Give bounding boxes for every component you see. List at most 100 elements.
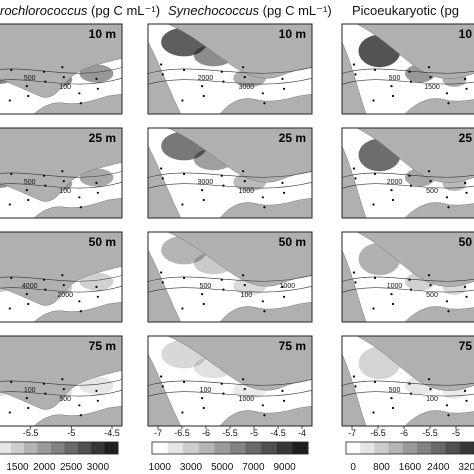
land-mass	[356, 232, 474, 287]
station-dot	[281, 77, 284, 80]
title-synechococcus-italic: Synechococcus	[168, 3, 260, 18]
depth-label: 25 m	[459, 131, 474, 145]
colorbar-segment	[230, 442, 247, 454]
station-dot	[220, 174, 223, 177]
station-dot	[465, 191, 468, 194]
colorbar-segment	[417, 442, 432, 454]
station-dot	[201, 189, 204, 192]
colorbar-segment	[214, 442, 231, 454]
station-dot	[261, 196, 264, 199]
station-dot	[373, 68, 377, 71]
station-dot	[161, 385, 164, 388]
station-dot	[61, 66, 64, 69]
contour-label: 500	[200, 283, 212, 290]
station-dot	[390, 189, 393, 192]
contour-line	[148, 275, 312, 282]
station-dot	[96, 399, 99, 402]
station-dot	[463, 181, 467, 184]
station-dot	[222, 392, 225, 395]
contour-label: 100	[241, 292, 253, 299]
station-dot	[78, 92, 81, 95]
station-dot	[281, 285, 284, 288]
colorbar-segment	[152, 442, 169, 454]
colorbar-label: 1600	[399, 462, 422, 473]
contour-label: 3000	[198, 179, 214, 186]
title-prochlorococcus-italic: rochlorococcus	[0, 3, 88, 18]
land-mass	[404, 202, 474, 218]
station-dot	[95, 77, 98, 80]
colorbar-segment	[402, 442, 418, 454]
land-mass	[404, 410, 474, 426]
station-dot	[427, 170, 431, 173]
concentration-patch	[79, 376, 114, 395]
station-dot	[220, 382, 223, 385]
colorbar-segment	[104, 442, 119, 454]
panel-frame	[0, 127, 123, 219]
station-dot	[161, 177, 164, 180]
station-dot	[8, 203, 11, 206]
x-tick-label: -7	[348, 428, 356, 438]
station-dot	[427, 274, 431, 277]
contour-label: 100	[24, 387, 36, 394]
contour-label: 3000	[239, 84, 255, 91]
colorbar-segment	[0, 442, 12, 454]
station-dot	[263, 310, 266, 313]
station-dot	[79, 310, 82, 313]
station-dot	[242, 66, 245, 69]
colorbar-segment	[91, 442, 106, 454]
map-panel-pro-4: 100 500 75 m	[0, 335, 123, 427]
station-dot	[27, 302, 30, 306]
station-dot	[281, 181, 284, 184]
station-dot	[447, 102, 450, 105]
title-prochlorococcus: rochlorococcus (pg C mL⁻¹)	[0, 0, 160, 22]
station-dot	[463, 285, 467, 288]
station-dot	[242, 378, 245, 381]
station-dot	[372, 99, 375, 102]
station-dot	[445, 92, 449, 95]
station-dot	[427, 378, 431, 381]
land-mass	[404, 306, 474, 322]
contour-label: 100	[426, 396, 438, 403]
colorbar-segment	[292, 442, 309, 454]
station-dot	[8, 411, 11, 414]
station-dot	[373, 380, 377, 383]
concentration-patch	[79, 168, 114, 187]
contour-label: 1000	[387, 283, 403, 290]
contour-label: 4000	[22, 283, 38, 290]
title-synechococcus: Synechococcus (pg C mL⁻¹)	[168, 0, 332, 22]
colorbar-segment	[261, 442, 278, 454]
station-dot	[10, 276, 13, 279]
station-dot	[373, 276, 377, 279]
land-mass	[167, 24, 312, 79]
station-dot	[42, 174, 46, 177]
station-dot	[27, 198, 30, 202]
station-dot	[283, 295, 286, 298]
contour-label: 1000	[239, 396, 255, 403]
colorbar-label: 320	[458, 462, 474, 473]
station-dot	[201, 85, 204, 88]
station-dot	[390, 397, 393, 400]
colorbar-segment	[374, 442, 390, 454]
station-dot	[61, 378, 64, 381]
station-dot	[408, 278, 411, 281]
station-dot	[95, 181, 98, 184]
station-dot	[201, 293, 204, 296]
station-dot	[202, 198, 205, 202]
station-dot	[182, 380, 186, 383]
depth-label: 25 m	[89, 131, 116, 145]
station-dot	[243, 388, 246, 391]
title-synechococcus-unit: (pg C mL⁻¹)	[259, 3, 332, 18]
station-dot	[429, 388, 432, 391]
land-mass	[219, 405, 312, 426]
x-tick-label: -5	[452, 428, 460, 438]
station-dot	[242, 274, 245, 277]
station-dot	[281, 389, 284, 392]
depth-label: 50 m	[279, 235, 306, 249]
station-dot	[243, 76, 246, 79]
station-dot	[182, 172, 186, 175]
map-panel-pico-2: 2000 500 25 m	[341, 127, 474, 219]
station-dot	[354, 281, 357, 284]
land-mass	[356, 128, 474, 183]
station-dot	[263, 414, 266, 417]
station-dot	[373, 172, 377, 175]
